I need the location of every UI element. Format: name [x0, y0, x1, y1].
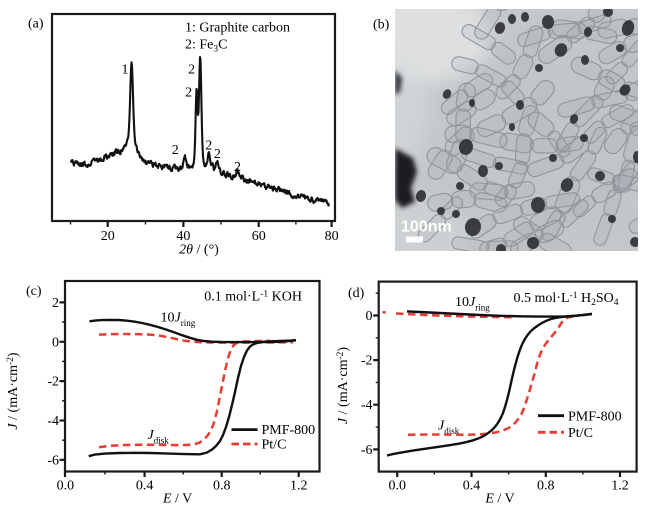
svg-text:80: 80 [325, 229, 339, 244]
svg-text:2: 2 [185, 86, 192, 101]
svg-text:2: 2 [205, 139, 212, 154]
svg-text:0.0: 0.0 [388, 479, 406, 494]
svg-text:E / V: E / V [162, 492, 192, 507]
svg-text:0.4: 0.4 [463, 479, 481, 494]
svg-text:PMF-800: PMF-800 [262, 423, 316, 438]
svg-text:0.1 mol·L-1 KOH: 0.1 mol·L-1 KOH [204, 290, 302, 305]
svg-text:-6: -6 [47, 453, 59, 468]
svg-text:0.5 mol·L-1 H2SO4: 0.5 mol·L-1 H2SO4 [514, 291, 619, 308]
svg-text:100nm: 100nm [401, 219, 452, 236]
svg-text:2: 2 [234, 160, 241, 175]
svg-text:1.2: 1.2 [611, 479, 629, 494]
svg-text:1: 1 [122, 63, 129, 78]
svg-text:-4: -4 [361, 398, 373, 413]
svg-text:0.0: 0.0 [57, 479, 75, 494]
svg-text:2: 2 [188, 63, 195, 78]
svg-text:(a): (a) [28, 17, 44, 32]
svg-text:(d): (d) [348, 286, 365, 301]
svg-text:J / (mA·cm-2): J / (mA·cm-2) [336, 347, 351, 424]
svg-text:2: 2 [172, 143, 179, 158]
svg-text:2: Fe3C: 2: Fe3C [185, 38, 227, 55]
svg-text:20: 20 [101, 229, 115, 244]
svg-text:0.8: 0.8 [537, 479, 555, 494]
svg-text:-4: -4 [47, 414, 59, 429]
svg-text:-6: -6 [361, 443, 373, 458]
svg-text:0: 0 [52, 335, 59, 350]
svg-text:2: 2 [52, 296, 59, 311]
svg-text:Pt/C: Pt/C [568, 426, 593, 441]
svg-text:(b): (b) [373, 18, 390, 33]
svg-text:60: 60 [252, 229, 266, 244]
svg-text:2: 2 [214, 147, 221, 162]
svg-text:(c): (c) [26, 284, 42, 299]
svg-text:J / (mA·cm-2): J / (mA·cm-2) [6, 352, 21, 429]
svg-text:0.8: 0.8 [213, 479, 231, 494]
svg-text:PMF-800: PMF-800 [568, 410, 622, 425]
svg-text:-2: -2 [47, 375, 59, 390]
svg-text:-2: -2 [361, 354, 373, 369]
svg-text:0.4: 0.4 [136, 479, 154, 494]
svg-text:Pt/C: Pt/C [262, 438, 287, 453]
svg-text:1.2: 1.2 [290, 479, 308, 494]
svg-text:1: Graphite carbon: 1: Graphite carbon [185, 21, 290, 36]
svg-text:E / V: E / V [484, 492, 514, 507]
svg-text:40: 40 [176, 229, 190, 244]
svg-text:2θ / (°): 2θ / (°) [179, 243, 219, 258]
svg-text:0: 0 [366, 309, 373, 324]
